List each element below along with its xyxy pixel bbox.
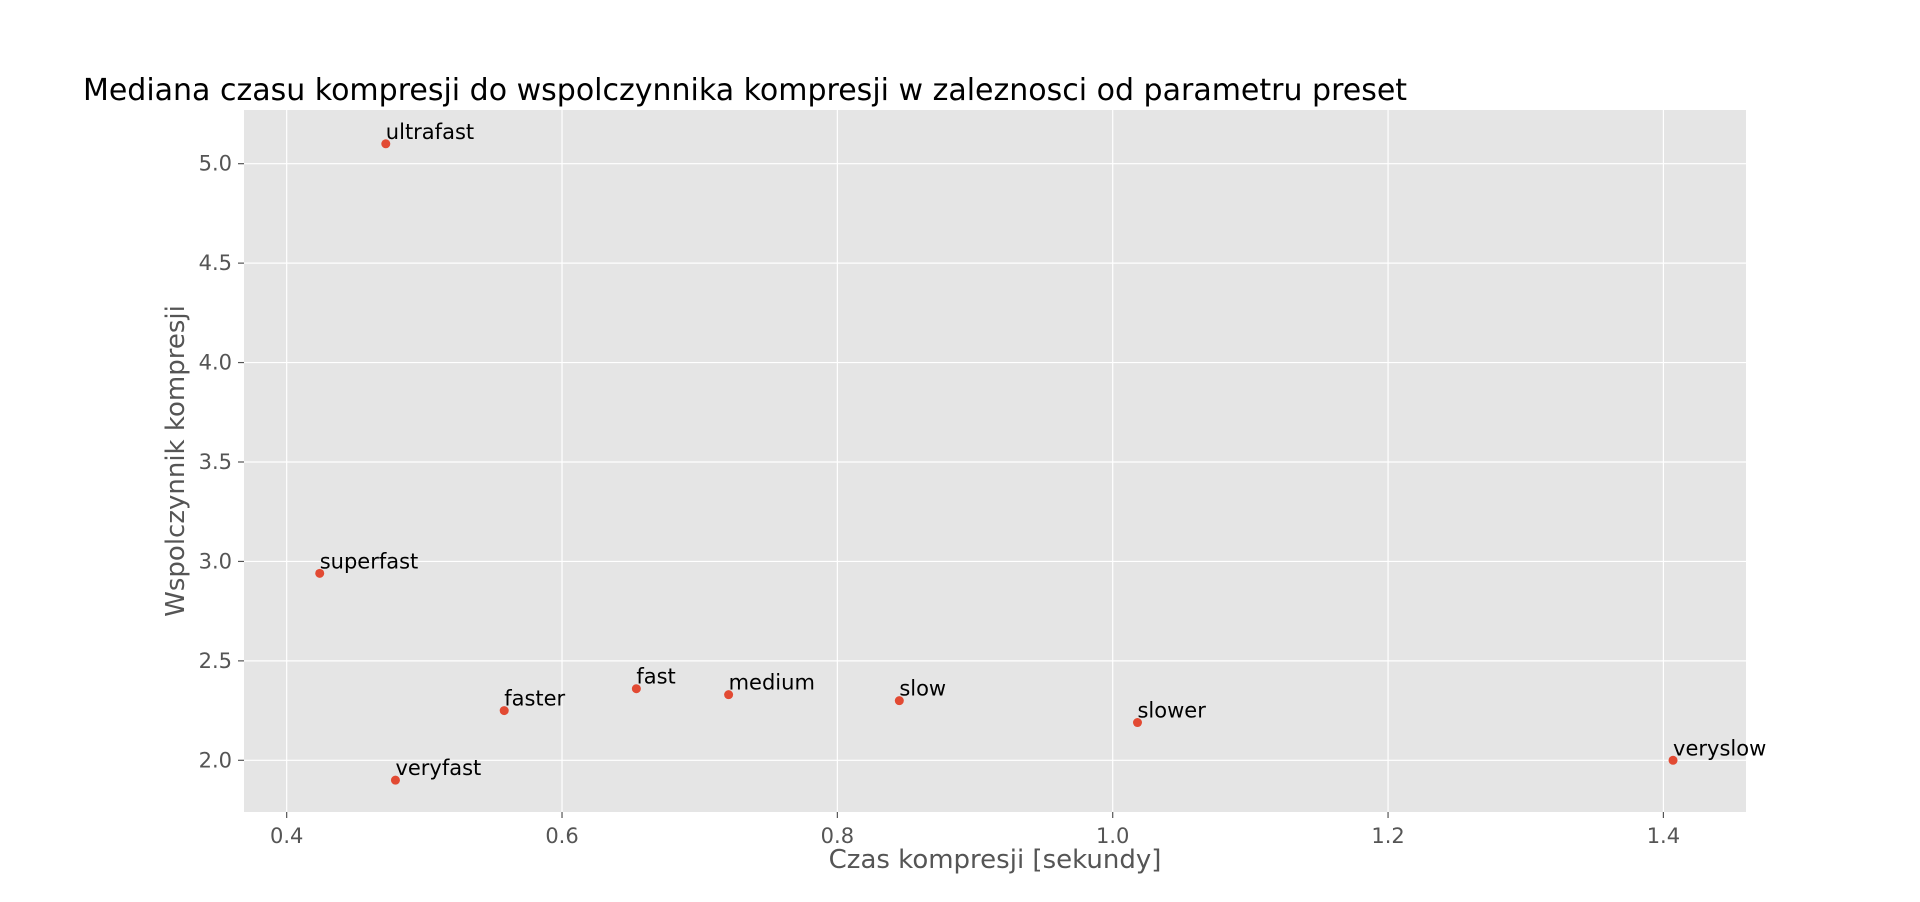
plot-area [244, 110, 1746, 812]
data-point-fast [631, 684, 641, 694]
grid-lines [244, 110, 1746, 812]
y-tick-label: 2.5 [199, 649, 232, 673]
data-points: ultrafast superfast veryfast faster fast medi… [315, 120, 1766, 785]
x-tick-label: 1.4 [1647, 824, 1680, 848]
x-axis-label: Czas kompresji [sekundy] [829, 845, 1162, 875]
point-label-slow: slow [899, 677, 946, 701]
point-label-faster: faster [504, 687, 565, 711]
axis-ticks: 0.4 0.6 0.8 1.0 1.2 1.4 2.0 2.5 3.0 3.5 4.0 4.5 5.0 [199, 152, 1681, 848]
point-label-fast: fast [636, 665, 675, 689]
x-tick-label: 0.8 [821, 824, 854, 848]
point-label-slower: slower [1137, 699, 1206, 723]
data-point-slower [1132, 718, 1142, 728]
y-tick-label: 3.5 [199, 450, 232, 474]
data-point-veryslow [1668, 755, 1678, 765]
y-tick-label: 5.0 [199, 152, 232, 176]
point-label-veryslow: veryslow [1673, 736, 1766, 760]
y-tick-label: 4.5 [199, 251, 232, 275]
data-point-superfast [315, 568, 325, 578]
y-axis-label: Wspolczynnik kompresji [161, 305, 191, 617]
data-point-medium [724, 690, 734, 700]
x-tick-label: 0.4 [270, 824, 303, 848]
y-tick-label: 4.0 [199, 351, 232, 375]
x-tick-label: 1.2 [1371, 824, 1404, 848]
y-tick-label: 2.0 [199, 748, 232, 772]
x-tick-label: 1.0 [1096, 824, 1129, 848]
chart-title: Mediana czasu kompresji do wspolczynnika… [83, 73, 1407, 108]
x-tick-label: 0.6 [545, 824, 578, 848]
point-label-ultrafast: ultrafast [386, 120, 474, 144]
data-point-slow [894, 696, 904, 706]
y-tick-label: 3.0 [199, 549, 232, 573]
data-point-veryfast [390, 775, 400, 785]
point-label-superfast: superfast [320, 549, 419, 573]
point-label-medium: medium [729, 671, 815, 695]
data-point-ultrafast [381, 139, 391, 149]
data-point-faster [499, 706, 509, 716]
point-label-veryfast: veryfast [395, 756, 481, 780]
